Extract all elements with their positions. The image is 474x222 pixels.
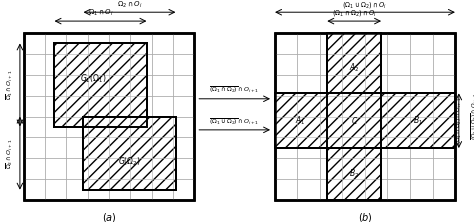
Bar bbox=[55, 43, 146, 127]
Bar bbox=[83, 117, 175, 190]
Text: $A_2$: $A_2$ bbox=[349, 62, 359, 74]
Bar bbox=[275, 33, 455, 200]
Text: $A_1$: $A_1$ bbox=[295, 115, 305, 127]
Bar bbox=[275, 93, 455, 148]
Text: $C$: $C$ bbox=[351, 115, 358, 126]
Text: $\Omega_1 \cap O_i$: $\Omega_1 \cap O_i$ bbox=[88, 8, 113, 18]
Bar bbox=[327, 33, 381, 200]
Text: $G_1(\Omega_1)$: $G_1(\Omega_1)$ bbox=[80, 72, 106, 85]
Text: $B_1$: $B_1$ bbox=[413, 115, 423, 127]
Text: $(\Omega_1 \cap \Omega_2) \cap O_i$: $(\Omega_1 \cap \Omega_2) \cap O_i$ bbox=[332, 8, 377, 18]
Bar bbox=[327, 33, 381, 200]
Text: $\overline{(\Omega_1 \cap \Omega_2)} \cap O_{i+1}$: $\overline{(\Omega_1 \cap \Omega_2)} \ca… bbox=[210, 85, 260, 95]
Bar bbox=[24, 33, 194, 200]
Text: $G(\Omega_2)$: $G(\Omega_2)$ bbox=[118, 156, 141, 168]
Text: $\overline{(\Omega_1 \cap \Omega_2)} \cap O_{i+1}$: $\overline{(\Omega_1 \cap \Omega_2)} \ca… bbox=[453, 97, 464, 144]
Text: $\overline{(\Omega_1 \cup \Omega_2)} \cap O_{i+1}$: $\overline{(\Omega_1 \cup \Omega_2)} \ca… bbox=[469, 93, 474, 140]
Text: $(b)$: $(b)$ bbox=[357, 211, 373, 222]
Text: $\overline{\Omega}_2 \cap O_{i+1}$: $\overline{\Omega}_2 \cap O_{i+1}$ bbox=[5, 138, 15, 168]
Text: $\Omega_2 \cap O_i$: $\Omega_2 \cap O_i$ bbox=[117, 0, 142, 10]
Text: $\overline{\Omega}_1 \cap O_{i+1}$: $\overline{\Omega}_1 \cap O_{i+1}$ bbox=[5, 69, 15, 100]
Bar bbox=[275, 33, 455, 200]
Bar bbox=[83, 117, 175, 190]
Bar bbox=[275, 93, 455, 148]
Text: $(\Omega_1 \cup \Omega_2) \cap O_i$: $(\Omega_1 \cup \Omega_2) \cap O_i$ bbox=[342, 0, 388, 10]
Text: $B_2$: $B_2$ bbox=[349, 168, 359, 180]
Bar bbox=[55, 43, 146, 127]
Text: $(a)$: $(a)$ bbox=[101, 211, 117, 222]
Text: $\overline{(\Omega_1 \cup \Omega_2)} \cap O_{i+1}$: $\overline{(\Omega_1 \cup \Omega_2)} \ca… bbox=[210, 116, 260, 127]
Bar bbox=[24, 33, 194, 200]
